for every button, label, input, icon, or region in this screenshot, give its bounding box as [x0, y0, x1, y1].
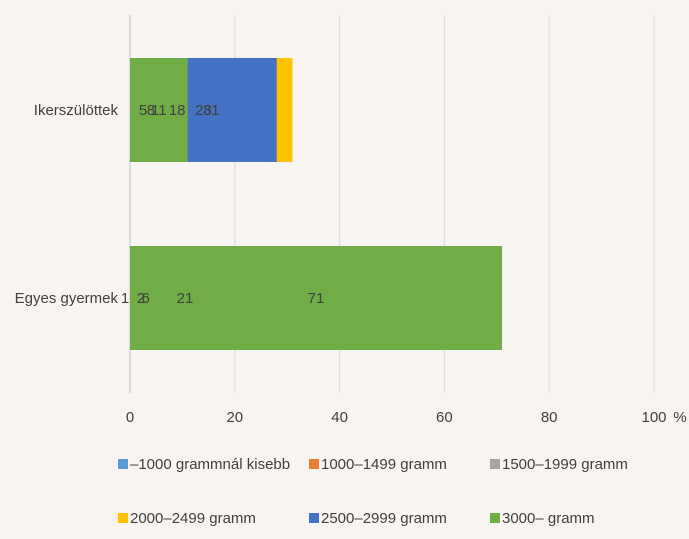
x-unit-label: %: [673, 409, 686, 426]
legend-label: 3000– gramm: [502, 510, 595, 527]
data-label: 2: [137, 290, 145, 307]
x-axis: 0 20 40 60 80 100%: [126, 409, 687, 426]
data-label: 8: [147, 102, 155, 119]
y-axis: Ikerszülöttek Egyes gyermek: [15, 102, 119, 307]
legend-swatch: [490, 513, 500, 523]
data-label: 21: [177, 290, 194, 307]
legend-swatch: [309, 513, 319, 523]
bar-segment: [130, 58, 188, 162]
legend-label: 2500–2999 gramm: [321, 510, 447, 527]
x-tick-label: 100: [641, 409, 666, 426]
category-label: Ikerszülöttek: [34, 102, 119, 119]
legend-label: –1000 grammnál kisebb: [130, 456, 290, 473]
legend-swatch: [490, 459, 500, 469]
data-label: 1: [121, 290, 129, 307]
legend-swatch: [309, 459, 319, 469]
x-tick-label: 40: [331, 409, 348, 426]
x-tick-label: 0: [126, 409, 134, 426]
bar-segment: [130, 246, 503, 350]
data-label: 11: [151, 102, 167, 119]
x-tick-label: 80: [541, 409, 558, 426]
legend: –1000 grammnál kisebb 1000–1499 gramm 1500…: [118, 456, 628, 527]
data-label: 31: [203, 102, 220, 119]
data-label: 6: [142, 290, 150, 307]
x-tick-label: 60: [436, 409, 453, 426]
bars: [130, 58, 503, 350]
data-label: 5: [139, 102, 147, 119]
x-tick-label: 20: [226, 409, 243, 426]
legend-label: 1500–1999 gramm: [502, 456, 628, 473]
legend-label: 1000–1499 gramm: [321, 456, 447, 473]
legend-swatch: [118, 513, 128, 523]
data-label: 71: [308, 290, 325, 307]
legend-swatch: [118, 459, 128, 469]
legend-label: 2000–2499 gramm: [130, 510, 256, 527]
data-label: 28: [195, 102, 212, 119]
category-label: Egyes gyermek: [15, 290, 119, 307]
data-label: 18: [169, 102, 186, 119]
